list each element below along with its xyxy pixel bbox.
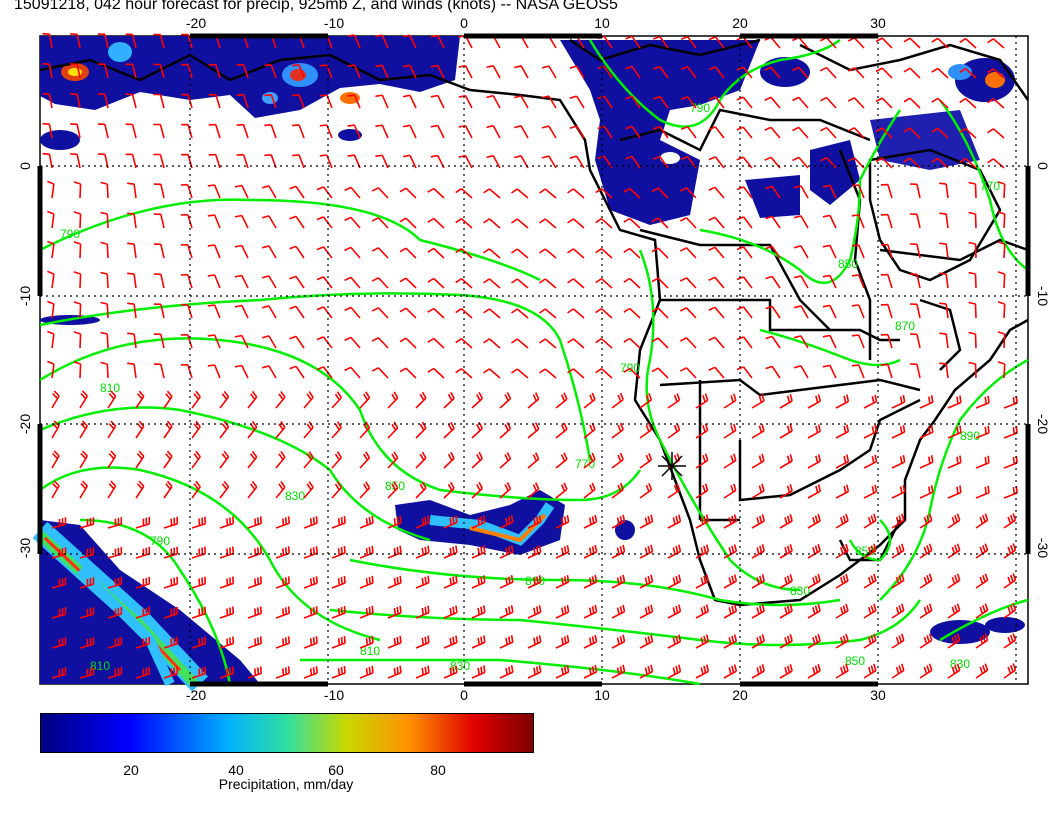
colorbar-tick: 80 [430, 762, 446, 778]
colorbar-tick: 40 [228, 762, 244, 778]
lon-tick-label: 30 [870, 15, 886, 31]
contour-label: 850 [838, 257, 858, 271]
map-title: 15091218, 042 hour forecast for precip, … [14, 0, 618, 13]
lat-tick-label: -10 [1035, 286, 1051, 306]
lat-tick-label: 0 [1035, 162, 1051, 170]
lon-tick-label: -20 [186, 15, 206, 31]
contour-label: 770 [575, 457, 595, 471]
lat-tick-label: -30 [17, 538, 33, 558]
lon-tick-label: -20 [186, 687, 206, 700]
contour-label: 790 [60, 227, 80, 241]
lon-tick-label: 20 [732, 15, 748, 31]
lat-ticks-left: 0 -10 -20 -30 [17, 162, 33, 558]
colorbar-tick: 60 [328, 762, 344, 778]
contour-label: 810 [360, 644, 380, 658]
lat-ticks-right: 0 -10 -20 -30 [1035, 162, 1051, 558]
contour-label: 770 [980, 179, 1000, 193]
colorbar-tick: 20 [123, 762, 139, 778]
contour-label-layer: 790 810 830 850 770 790 850 870 890 810 … [60, 101, 1000, 673]
contour-label: 850 [385, 479, 405, 493]
lon-ticks-bottom: -20 -10 0 10 20 30 [186, 687, 886, 700]
contour-label: 810 [100, 381, 120, 395]
lon-tick-label: 10 [594, 687, 610, 700]
contour-label: 870 [895, 319, 915, 333]
colorbar-label: Precipitation, mm/day [218, 776, 354, 792]
contour-label: 830 [790, 584, 810, 598]
contour-label: 810 [90, 659, 110, 673]
contour-label: 890 [960, 429, 980, 443]
lon-tick-label: 30 [870, 687, 886, 700]
precip-colorbar [40, 713, 534, 753]
lon-ticks-top: -20 -10 0 10 20 30 [186, 15, 886, 31]
lon-tick-label: 0 [460, 15, 468, 31]
contour-label: 790 [150, 534, 170, 548]
star-marker-icon [658, 452, 686, 480]
contour-label: 830 [450, 659, 470, 673]
contour-label: 850 [845, 654, 865, 668]
wind-barb-icon [42, 32, 1018, 679]
contour-label: 830 [285, 489, 305, 503]
lon-tick-label: 20 [732, 687, 748, 700]
wind-barb-layer [42, 32, 1018, 679]
contour-label: 790 [690, 101, 710, 115]
graticule [40, 36, 1028, 684]
lat-tick-label: -30 [1035, 538, 1051, 558]
lon-tick-label: 10 [594, 15, 610, 31]
lat-tick-label: -20 [17, 414, 33, 434]
lat-tick-label: -10 [17, 286, 33, 306]
forecast-map: 790 810 830 850 770 790 850 870 890 810 … [17, 15, 1051, 700]
lon-tick-label: -10 [324, 15, 344, 31]
frame-ticks [37, 33, 1031, 687]
lat-tick-label: -20 [1035, 414, 1051, 434]
lat-tick-label: 0 [17, 162, 33, 170]
colorbar-gradient [40, 713, 534, 753]
lon-tick-label: 0 [460, 687, 468, 700]
lon-tick-label: -10 [324, 687, 344, 700]
